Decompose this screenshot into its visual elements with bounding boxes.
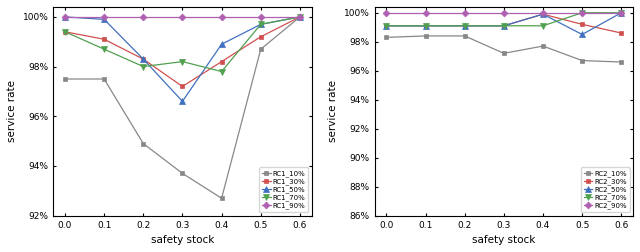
RC2_10% [539, 45, 547, 48]
Legend: RC2_10%, RC2_30%, RC2_50%, RC2_70%, RC2_90%: RC2_10%, RC2_30%, RC2_50%, RC2_70%, RC2_… [581, 167, 630, 212]
Line: RC2_70%: RC2_70% [383, 10, 625, 29]
RC1_70% [61, 30, 69, 33]
RC1_50% [296, 15, 304, 18]
Line: RC1_70%: RC1_70% [62, 14, 303, 75]
RC1_10% [296, 15, 304, 18]
RC1_30% [100, 38, 108, 41]
Line: RC2_10%: RC2_10% [384, 34, 624, 65]
RC1_30% [257, 35, 264, 38]
RC2_70% [579, 11, 586, 14]
RC1_90% [218, 15, 225, 18]
RC1_10% [140, 142, 147, 145]
RC2_90% [383, 11, 390, 14]
RC2_30% [500, 24, 508, 27]
RC1_30% [179, 85, 186, 88]
RC1_70% [218, 70, 225, 73]
Line: RC1_90%: RC1_90% [63, 14, 302, 19]
RC1_90% [296, 15, 304, 18]
RC1_50% [61, 15, 69, 18]
RC2_90% [500, 11, 508, 14]
RC1_10% [61, 77, 69, 80]
RC1_70% [179, 60, 186, 63]
RC1_50% [140, 58, 147, 61]
RC1_50% [100, 18, 108, 21]
RC1_70% [296, 15, 304, 18]
RC2_10% [422, 35, 429, 38]
Line: RC2_50%: RC2_50% [383, 10, 625, 38]
RC1_50% [179, 100, 186, 103]
RC2_10% [579, 59, 586, 62]
RC2_10% [461, 35, 468, 38]
RC1_30% [218, 60, 225, 63]
Line: RC1_10%: RC1_10% [63, 14, 302, 201]
RC2_30% [383, 24, 390, 27]
Line: RC2_90%: RC2_90% [384, 10, 624, 15]
RC1_10% [179, 172, 186, 175]
RC2_90% [461, 11, 468, 14]
RC1_30% [61, 30, 69, 33]
RC2_70% [618, 11, 625, 14]
RC2_30% [539, 13, 547, 16]
RC1_90% [140, 15, 147, 18]
RC2_10% [383, 36, 390, 39]
X-axis label: safety stock: safety stock [151, 235, 214, 245]
RC2_50% [500, 24, 508, 27]
RC2_90% [539, 11, 547, 14]
RC2_50% [422, 24, 429, 27]
RC1_90% [61, 15, 69, 18]
RC1_90% [257, 15, 264, 18]
RC2_90% [579, 11, 586, 14]
RC2_10% [618, 60, 625, 64]
RC2_30% [422, 24, 429, 27]
RC1_50% [218, 43, 225, 46]
RC2_50% [579, 33, 586, 36]
RC2_50% [539, 13, 547, 16]
RC2_90% [618, 11, 625, 14]
RC1_90% [179, 15, 186, 18]
Line: RC1_50%: RC1_50% [62, 14, 303, 105]
RC2_30% [461, 24, 468, 27]
RC2_70% [500, 24, 508, 27]
Line: RC2_30%: RC2_30% [384, 12, 624, 36]
RC2_30% [579, 23, 586, 26]
RC2_30% [618, 32, 625, 35]
RC1_50% [257, 23, 264, 26]
Y-axis label: service rate: service rate [7, 80, 17, 142]
RC1_70% [100, 48, 108, 51]
Line: RC1_30%: RC1_30% [63, 14, 302, 89]
RC1_30% [296, 15, 304, 18]
RC2_90% [422, 11, 429, 14]
RC2_70% [461, 24, 468, 27]
RC1_70% [140, 65, 147, 68]
RC1_10% [100, 77, 108, 80]
RC1_70% [257, 23, 264, 26]
RC2_50% [383, 24, 390, 27]
RC1_30% [140, 58, 147, 61]
X-axis label: safety stock: safety stock [472, 235, 536, 245]
RC2_50% [618, 11, 625, 14]
Legend: RC1_10%, RC1_30%, RC1_50%, RC1_70%, RC1_90%: RC1_10%, RC1_30%, RC1_50%, RC1_70%, RC1_… [259, 167, 308, 212]
RC2_70% [383, 24, 390, 27]
RC1_10% [218, 197, 225, 200]
RC2_10% [500, 52, 508, 55]
RC2_70% [422, 24, 429, 27]
Y-axis label: service rate: service rate [328, 80, 339, 142]
RC2_50% [461, 24, 468, 27]
RC1_90% [100, 15, 108, 18]
RC1_10% [257, 48, 264, 51]
RC2_70% [539, 24, 547, 27]
